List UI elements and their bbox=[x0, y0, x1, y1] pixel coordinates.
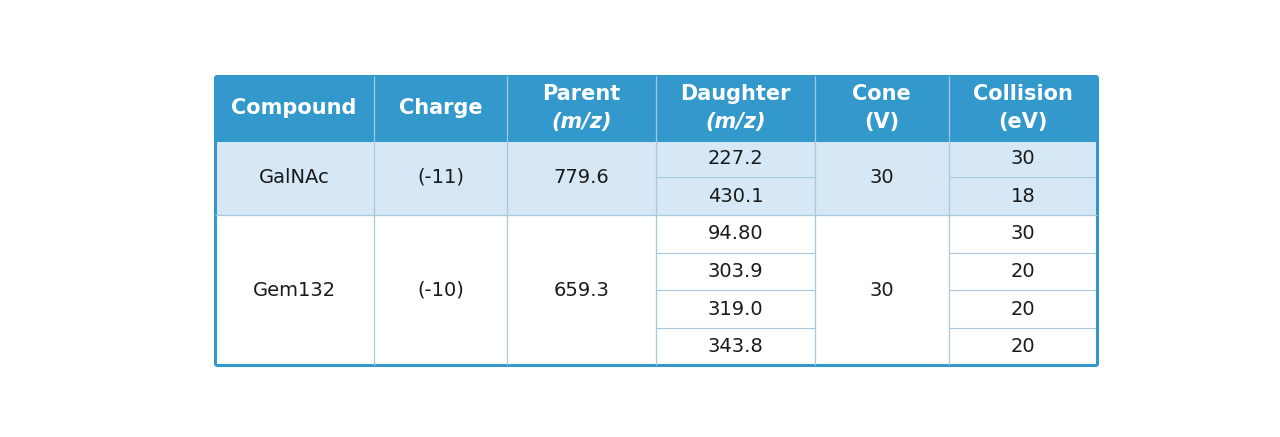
Text: 343.8: 343.8 bbox=[708, 337, 763, 356]
Text: 20: 20 bbox=[1011, 262, 1036, 281]
Text: Gem132: Gem132 bbox=[252, 281, 335, 300]
Text: 430.1: 430.1 bbox=[708, 187, 763, 206]
Text: Cone: Cone bbox=[852, 84, 911, 104]
Text: 30: 30 bbox=[1011, 224, 1036, 243]
Text: 94.80: 94.80 bbox=[708, 224, 763, 243]
Text: 659.3: 659.3 bbox=[554, 281, 609, 300]
Text: Daughter: Daughter bbox=[680, 84, 791, 104]
Bar bbox=[215, 76, 1097, 140]
Text: 30: 30 bbox=[1011, 149, 1036, 168]
Text: (m/z): (m/z) bbox=[552, 112, 612, 132]
Text: (-10): (-10) bbox=[417, 281, 463, 300]
Text: 319.0: 319.0 bbox=[708, 299, 763, 319]
Text: 30: 30 bbox=[869, 281, 895, 300]
Text: Collision: Collision bbox=[973, 84, 1073, 104]
Text: Parent: Parent bbox=[543, 84, 621, 104]
Text: Compound: Compound bbox=[232, 98, 357, 118]
Text: (-11): (-11) bbox=[417, 168, 463, 187]
Text: 20: 20 bbox=[1011, 299, 1036, 319]
Text: 227.2: 227.2 bbox=[708, 149, 763, 168]
Text: (m/z): (m/z) bbox=[705, 112, 765, 132]
Text: 303.9: 303.9 bbox=[708, 262, 763, 281]
Text: Charge: Charge bbox=[398, 98, 483, 118]
Text: GalNAc: GalNAc bbox=[259, 168, 329, 187]
Text: (eV): (eV) bbox=[998, 112, 1048, 132]
Text: (V): (V) bbox=[864, 112, 900, 132]
Text: 20: 20 bbox=[1011, 337, 1036, 356]
Text: 18: 18 bbox=[1011, 187, 1036, 206]
Text: 779.6: 779.6 bbox=[554, 168, 609, 187]
Bar bbox=[215, 215, 1097, 365]
Bar bbox=[215, 140, 1097, 215]
Text: 30: 30 bbox=[869, 168, 895, 187]
